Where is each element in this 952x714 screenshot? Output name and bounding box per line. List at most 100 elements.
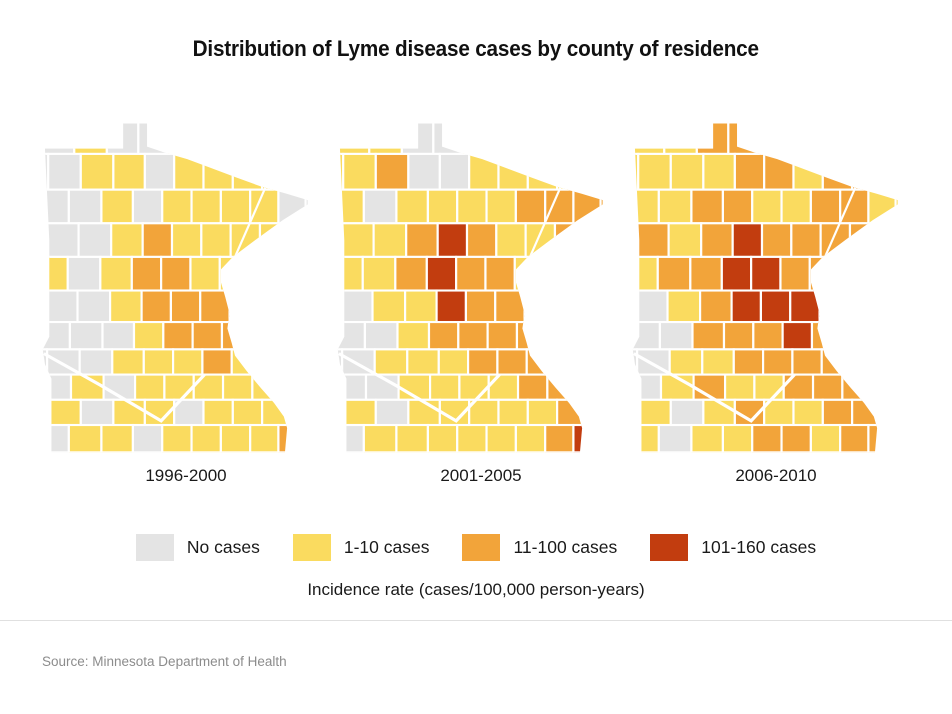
county-cell — [782, 373, 815, 401]
county-cell — [721, 188, 754, 225]
county-cell — [753, 373, 785, 401]
county-cell — [763, 152, 795, 191]
river-boundary-line — [43, 352, 206, 423]
county-cell — [458, 373, 490, 401]
county-cell — [461, 123, 494, 155]
county-cell — [229, 222, 262, 258]
period-label-2001-2005: 2001-2005 — [440, 466, 522, 485]
county-cell — [633, 289, 669, 324]
county-cell — [328, 257, 330, 291]
county-cell — [111, 348, 145, 376]
county-cell — [338, 289, 374, 324]
county-cell — [427, 320, 460, 351]
county-cell — [43, 289, 79, 324]
county-cell — [497, 152, 529, 191]
county-cell — [513, 255, 546, 292]
county-cell — [599, 188, 603, 225]
county-cell — [407, 152, 441, 191]
county-cell — [42, 152, 50, 191]
arrowhead-boundary-line — [233, 187, 267, 258]
county-cell — [553, 222, 585, 258]
county-cell — [42, 423, 70, 453]
county-cell — [876, 289, 898, 324]
county-cell — [691, 320, 726, 351]
county-cell — [690, 423, 724, 453]
county-cell — [632, 222, 638, 258]
county-cell — [436, 222, 469, 258]
county-cell — [337, 423, 365, 453]
county-cell — [261, 398, 292, 427]
county-cell — [219, 188, 252, 225]
county-grid — [33, 123, 308, 453]
county-cell — [132, 320, 165, 351]
county-cell — [112, 152, 146, 191]
county-cell — [426, 423, 459, 453]
county-cell — [730, 289, 762, 324]
county-cell — [809, 423, 842, 453]
legend-swatch-11-100-cases — [462, 534, 501, 561]
county-cell — [251, 373, 282, 401]
county-cell — [623, 375, 628, 400]
county-cell — [42, 320, 72, 351]
county-cell — [598, 255, 603, 292]
river-boundary-line — [633, 352, 796, 423]
map-block-1996-2000: 1996-2000 — [33, 114, 311, 486]
county-cell — [368, 123, 403, 155]
county-cell — [751, 423, 783, 453]
legend-item-101-160-cases: 101-160 cases — [650, 534, 816, 561]
county-cell — [523, 289, 555, 324]
county-cell — [230, 348, 263, 376]
county-cell — [73, 123, 108, 155]
county-cell — [520, 123, 552, 155]
county-cell — [752, 320, 784, 351]
county-cell — [225, 123, 257, 155]
county-cell — [249, 188, 280, 225]
county-cell — [849, 348, 881, 376]
county-cell — [435, 289, 467, 324]
county-cell — [666, 289, 702, 324]
county-cell — [304, 423, 308, 453]
county-cell — [468, 152, 500, 191]
county-cell — [66, 255, 102, 292]
county-cell — [33, 375, 38, 400]
county-cell — [137, 123, 169, 155]
county-cell — [42, 222, 48, 258]
county-cell — [362, 188, 398, 225]
county-cell — [221, 373, 254, 401]
county-cell — [337, 152, 345, 191]
arrowhead-boundary-line — [823, 187, 857, 258]
county-cell — [289, 152, 308, 191]
county-cell — [577, 123, 603, 155]
county-cell — [67, 188, 103, 225]
county-cell — [780, 423, 812, 453]
county-cell — [552, 289, 584, 324]
county-cell — [141, 222, 174, 258]
county-cell — [867, 188, 897, 225]
county-cell — [257, 289, 289, 324]
county-cell — [700, 222, 734, 258]
county-cell — [663, 123, 698, 155]
county-cell — [820, 348, 853, 376]
county-cell — [877, 222, 898, 258]
county-cell — [47, 398, 82, 427]
county-cell — [456, 188, 488, 225]
county-cell — [67, 423, 103, 453]
county-cell — [821, 398, 854, 427]
county-cell — [574, 373, 603, 401]
county-cell — [581, 289, 603, 324]
county-cell — [759, 289, 792, 324]
county-cell — [426, 188, 459, 225]
county-cell — [524, 222, 557, 258]
county-cell — [161, 188, 193, 225]
county-cell — [201, 348, 233, 376]
county-cell — [279, 373, 308, 401]
county-cell — [79, 152, 115, 191]
county-cell — [143, 152, 176, 191]
county-cell — [33, 322, 37, 349]
county-cell — [44, 222, 80, 258]
county-cell — [840, 320, 871, 351]
county-cell — [277, 188, 307, 225]
county-cell — [851, 152, 882, 191]
county-cell — [259, 348, 291, 376]
county-cell — [112, 398, 146, 427]
